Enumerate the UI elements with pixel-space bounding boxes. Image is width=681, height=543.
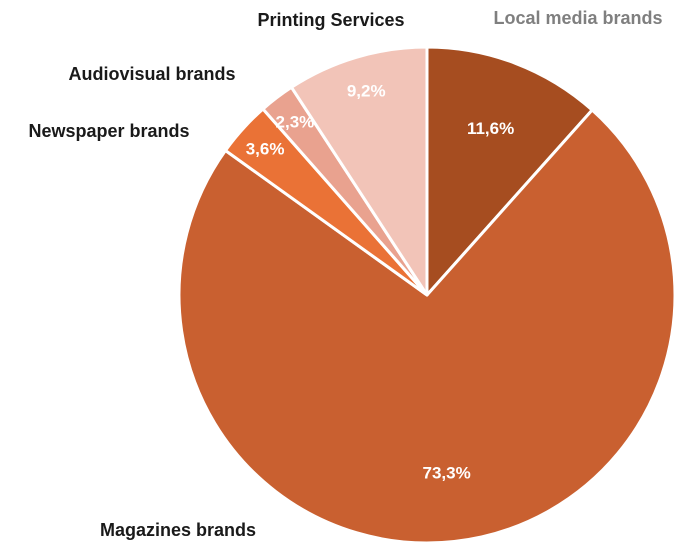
pie-slices bbox=[177, 45, 677, 543]
category-label-newspaper-brands: Newspaper brands bbox=[28, 121, 189, 141]
category-label-local-media-brands: Local media brands bbox=[493, 8, 662, 28]
value-labels: 11,6% 73,3% 3,6% 2,3% 9,2% bbox=[246, 82, 515, 483]
value-label-audiovisual-brands: 2,3% bbox=[276, 112, 315, 131]
pie-slice-printing-services bbox=[289, 45, 429, 297]
category-label-printing-services: Printing Services bbox=[257, 10, 404, 30]
category-label-magazines-brands: Magazines brands bbox=[100, 520, 256, 540]
pie-slice-magazines-brands bbox=[177, 108, 677, 543]
value-label-local-media-brands: 11,6% bbox=[467, 119, 514, 138]
category-labels: Local media brands Magazines brands Newspa… bbox=[28, 8, 662, 540]
category-label-audiovisual-brands: Audiovisual brands bbox=[68, 64, 235, 84]
pie-slice-local-media-brands bbox=[425, 45, 594, 297]
value-label-magazines-brands: 73,3% bbox=[422, 464, 470, 483]
value-label-newspaper-brands: 3,6% bbox=[246, 140, 285, 159]
value-label-printing-services: 9,2% bbox=[347, 82, 386, 101]
